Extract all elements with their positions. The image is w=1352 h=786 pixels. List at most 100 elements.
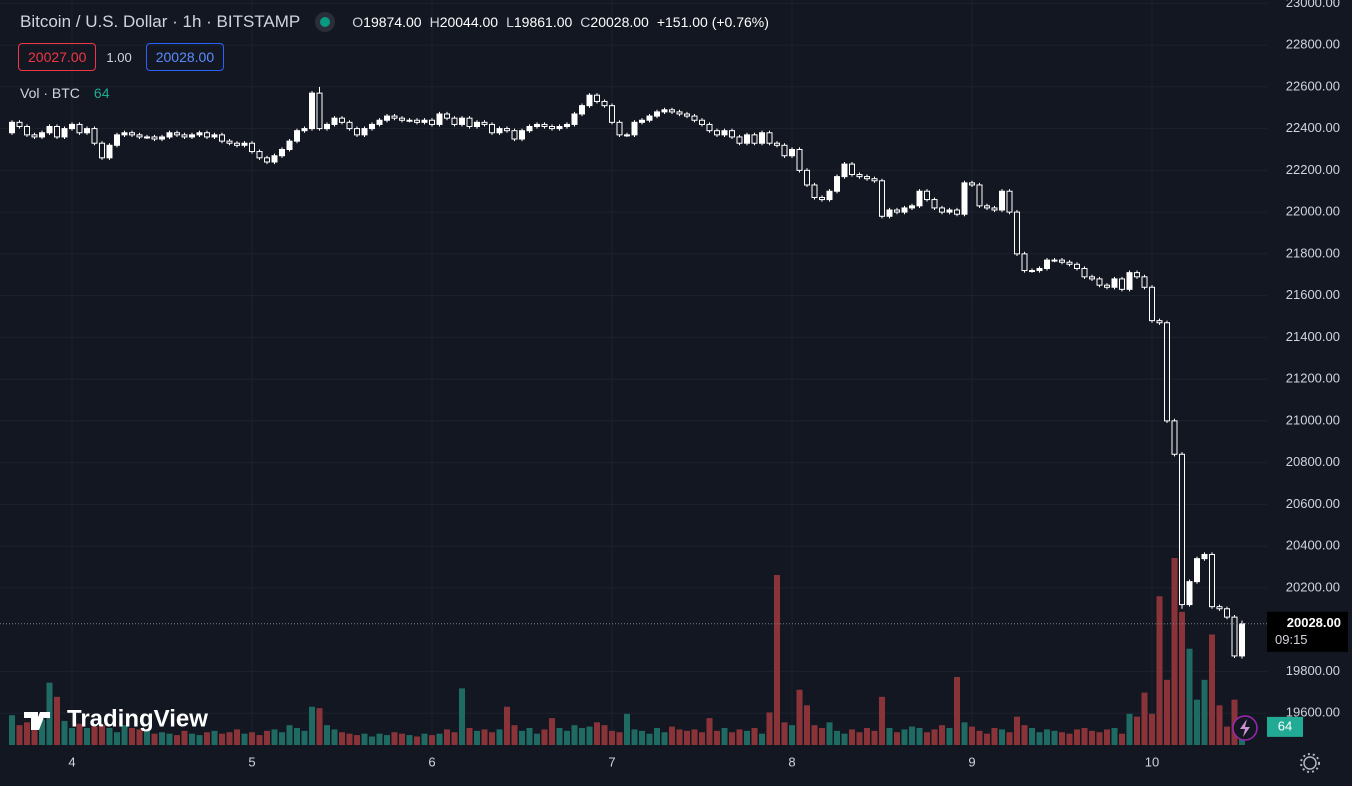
volume-bar [616,732,623,745]
candle-body [226,140,233,144]
candle-body [654,111,660,117]
candle-body [856,174,863,178]
buy-button[interactable]: 20028.00 [145,43,225,71]
volume-bar [1104,729,1110,745]
volume-bar [496,729,503,745]
candle-body [601,100,608,107]
volume-bar [924,732,930,745]
lightning-button[interactable] [1232,715,1258,741]
candle-body [1014,211,1020,255]
logo: TradingView [24,705,208,732]
volume-bar [526,728,533,745]
volume-bar [1201,679,1208,745]
candle-body [354,128,360,136]
volume-bar [226,732,233,745]
candle-body [871,178,878,182]
volume-bar [864,728,870,745]
y-tick-label: 20200.00 [1286,579,1340,594]
settings-button[interactable] [1300,753,1320,773]
candle-body [241,142,248,146]
candle-body [556,126,563,130]
axis-layer: 19600.00 19800.00 20200.00 20400.00 20600.00… [0,0,1348,769]
volume-bar [54,696,60,745]
volume-bar [256,735,263,745]
logo-mark [24,712,50,730]
candle-body [721,130,728,136]
volume-bar [811,725,818,745]
low-value: 19861.00 [513,14,573,30]
volume-bar [444,729,450,745]
volume-bar [1216,705,1223,745]
volume-bar [826,722,833,745]
y-tick-label: 22200.00 [1286,162,1340,177]
y-tick-label: 22000.00 [1286,204,1340,219]
volume-bar [31,728,38,745]
candle-body [136,134,143,138]
candle-body [91,128,98,144]
candle-body [834,176,840,192]
y-tick-label: 21400.00 [1286,329,1340,344]
candle-body [474,121,480,128]
candle-body [744,134,750,144]
volume-legend-value: 64 [93,85,110,101]
volume-bar [661,732,668,745]
volume-bar [1186,648,1193,745]
candle-body [1021,253,1028,272]
volume-bar [1111,728,1118,745]
candle-body [841,163,848,178]
candle-body [399,117,405,121]
volume-bar [39,719,45,745]
candle-body [984,205,990,209]
candle-body [181,134,188,138]
settings-teeth[interactable] [1300,753,1320,773]
candle-body [429,119,435,125]
lightning-icon[interactable] [1240,719,1250,737]
volume-bar [436,733,443,745]
volume-bar [279,732,285,745]
high-value: 20044.00 [439,14,499,30]
candle-body [624,134,630,137]
candle-body [976,184,983,207]
candle-body [376,119,383,125]
candle-body [1209,553,1215,608]
candle-body [669,109,675,113]
candle-body [219,134,225,142]
candle-layer [9,86,1245,659]
volume-bar [121,725,128,745]
volume-bar [429,735,435,745]
candle-body [969,182,975,186]
volume-bar [249,732,255,745]
candle-body [1201,553,1208,560]
candle-body [1059,259,1065,263]
candle-body [1171,420,1178,455]
candle-body [1111,278,1118,288]
volume-bar [916,728,923,745]
candle-body [99,142,105,159]
sell-button[interactable]: 20027.00 [18,43,97,71]
candle-body [189,134,195,138]
y-tick-label: 22400.00 [1286,120,1340,135]
x-tick-label: 8 [788,754,795,769]
settings-icon[interactable] [1303,756,1317,770]
candle-body [804,169,810,186]
volume-bar [324,725,330,745]
volume-bar [1081,728,1088,745]
volume-bar [91,726,98,745]
volume-bar [969,726,975,745]
candle-body [946,209,953,213]
close-label: C [580,14,591,30]
volume-bar [84,728,90,745]
volume-bar [1209,634,1215,745]
volume-bar [909,726,915,745]
volume-bar [886,728,893,745]
volume-bar [151,733,158,745]
volume-bar [1141,692,1148,745]
volume-bar [271,729,278,745]
volume-layer [9,558,1245,745]
candle-body [1029,270,1035,273]
volume-bar [339,732,345,745]
volume-bar [1156,596,1163,745]
candle-body [541,123,548,128]
candle-body [1216,606,1223,610]
volume-bar [481,729,488,745]
